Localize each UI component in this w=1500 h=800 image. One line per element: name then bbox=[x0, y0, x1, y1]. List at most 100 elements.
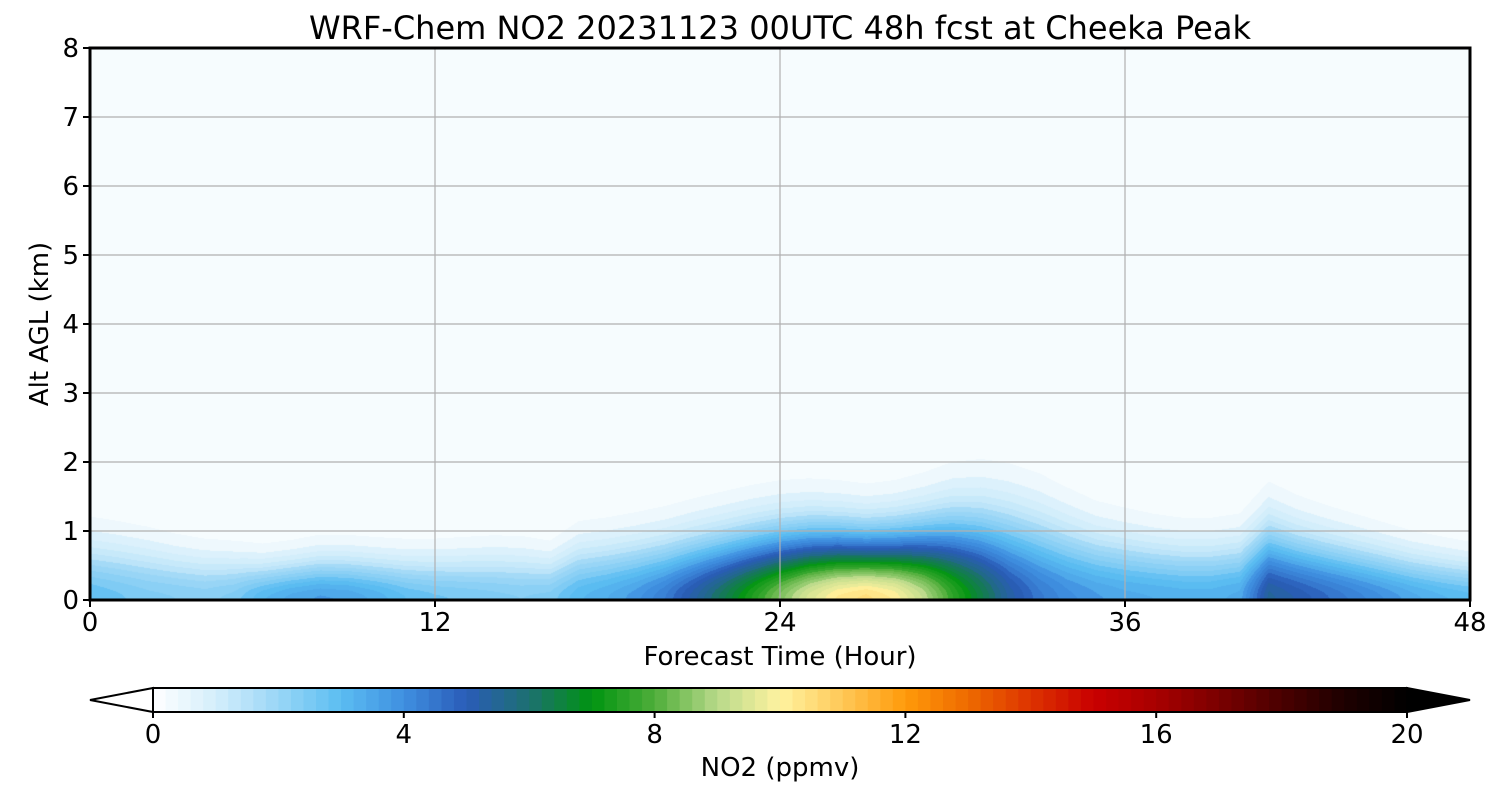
y-tick-label: 5 bbox=[62, 241, 79, 271]
colorbar-frame bbox=[152, 687, 1408, 713]
colorbar-segment bbox=[328, 688, 342, 712]
colorbar-segment bbox=[729, 688, 743, 712]
colorbar-segment bbox=[516, 688, 530, 712]
colorbar-segment bbox=[842, 688, 856, 712]
colorbar-segment bbox=[654, 688, 668, 712]
x-axis: 0 12 24 36 48 bbox=[82, 600, 1487, 638]
colorbar-segment bbox=[930, 688, 944, 712]
colorbar-segment bbox=[541, 688, 555, 712]
colorbar-segment bbox=[905, 688, 919, 712]
colorbar-tick-label: 12 bbox=[889, 720, 922, 750]
colorbar-segment bbox=[1206, 688, 1220, 712]
y-tick-label: 3 bbox=[62, 379, 79, 409]
colorbar-segment bbox=[529, 688, 543, 712]
colorbar-segment bbox=[955, 688, 969, 712]
colorbar-segment bbox=[1030, 688, 1044, 712]
colorbar-segment bbox=[754, 688, 769, 712]
colorbar-extend-low-arrow bbox=[89, 686, 154, 714]
colorbar-segment bbox=[667, 688, 681, 712]
colorbar-segment bbox=[215, 688, 229, 712]
chart-title: WRF-Chem NO2 20231123 00UTC 48h fcst at … bbox=[309, 9, 1251, 47]
colorbar-segment bbox=[604, 688, 618, 712]
colorbar-segment bbox=[1080, 688, 1095, 712]
colorbar-segment bbox=[767, 688, 781, 712]
y-tick-label: 0 bbox=[62, 586, 79, 616]
colorbar bbox=[89, 686, 1471, 714]
colorbar-segment bbox=[943, 688, 957, 712]
colorbar-segment bbox=[830, 688, 844, 712]
colorbar-segment bbox=[341, 688, 355, 712]
colorbar-segment bbox=[290, 688, 305, 712]
colorbar-segment bbox=[968, 688, 982, 712]
colorbar-segment bbox=[704, 688, 718, 712]
colorbar-segment bbox=[1381, 688, 1396, 712]
colorbar-tick-label: 4 bbox=[396, 720, 413, 750]
colorbar-segment bbox=[591, 688, 606, 712]
colorbar-segment bbox=[880, 688, 894, 712]
x-axis-label: Forecast Time (Hour) bbox=[643, 642, 916, 672]
colorbar-segment bbox=[780, 688, 794, 712]
colorbar-segment bbox=[378, 688, 392, 712]
colorbar-segment bbox=[416, 688, 430, 712]
colorbar-segment bbox=[1356, 688, 1370, 712]
colorbar-segment bbox=[1243, 688, 1258, 712]
colorbar-tick-label: 0 bbox=[145, 720, 162, 750]
colorbar-segment bbox=[1319, 688, 1333, 712]
colorbar-extend-high-arrow bbox=[1406, 686, 1471, 714]
colorbar-segment bbox=[265, 688, 279, 712]
x-tick-label: 0 bbox=[82, 608, 99, 638]
y-tick-label: 7 bbox=[62, 103, 79, 133]
colorbar-segment bbox=[1281, 688, 1295, 712]
colorbar-segment bbox=[892, 688, 906, 712]
colorbar-segment bbox=[466, 688, 480, 712]
colorbar-segment bbox=[504, 688, 518, 712]
y-tick-label: 4 bbox=[62, 310, 79, 340]
colorbar-segment bbox=[1005, 688, 1019, 712]
colorbar-segment bbox=[1131, 688, 1145, 712]
colorbar-segment bbox=[554, 688, 568, 712]
colorbar-segment bbox=[629, 688, 643, 712]
colorbar-segment bbox=[178, 688, 192, 712]
colorbar-segment bbox=[1043, 688, 1057, 712]
colorbar-segment bbox=[1106, 688, 1120, 712]
colorbar-tick-label: 20 bbox=[1390, 720, 1423, 750]
colorbar-segment bbox=[717, 688, 731, 712]
colorbar-segment bbox=[792, 688, 806, 712]
y-tick-label: 6 bbox=[62, 172, 79, 202]
colorbar-segment bbox=[1269, 688, 1283, 712]
colorbar-segment bbox=[1218, 688, 1233, 712]
colorbar-label: NO2 (ppmv) bbox=[701, 753, 860, 783]
colorbar-segment bbox=[203, 688, 217, 712]
colorbar-segment bbox=[491, 688, 505, 712]
colorbar-segment bbox=[366, 688, 380, 712]
colorbar-segment bbox=[855, 688, 869, 712]
colorbar-segment bbox=[453, 688, 468, 712]
colorbar-segment bbox=[566, 688, 580, 712]
colorbar-segment bbox=[805, 688, 819, 712]
colorbar-segment bbox=[1055, 688, 1070, 712]
colorbar-segment bbox=[642, 688, 656, 712]
colorbar-segment bbox=[1156, 688, 1170, 712]
colorbar-segment bbox=[441, 688, 455, 712]
colorbar-segment bbox=[692, 688, 706, 712]
x-tick-label: 24 bbox=[763, 608, 796, 638]
colorbar-segment bbox=[479, 688, 493, 712]
y-tick-label: 2 bbox=[62, 448, 79, 478]
colorbar-segment bbox=[1118, 688, 1132, 712]
colorbar-segment bbox=[1231, 688, 1245, 712]
colorbar-segment bbox=[993, 688, 1007, 712]
colorbar-segment bbox=[1294, 688, 1308, 712]
colorbar-segment bbox=[1369, 688, 1383, 712]
y-axis: 0 1 2 3 4 5 6 7 8 bbox=[62, 34, 90, 616]
colorbar-segment bbox=[316, 688, 330, 712]
colorbar-tick-label: 16 bbox=[1140, 720, 1173, 750]
colorbar-segment bbox=[1143, 688, 1157, 712]
colorbar-tick-label: 8 bbox=[646, 720, 663, 750]
colorbar-segment bbox=[616, 688, 631, 712]
colorbar-segment bbox=[190, 688, 204, 712]
colorbar-segment bbox=[1018, 688, 1032, 712]
colorbar-segment bbox=[1181, 688, 1195, 712]
colorbar-segment bbox=[428, 688, 443, 712]
colorbar-segment bbox=[867, 688, 881, 712]
